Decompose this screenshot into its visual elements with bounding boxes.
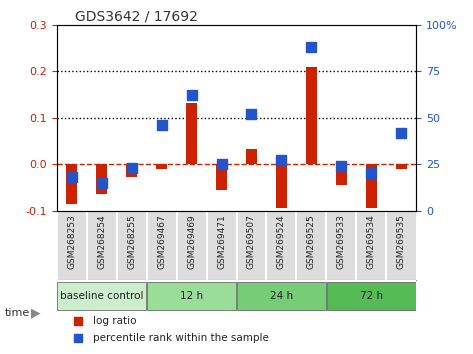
- FancyBboxPatch shape: [237, 282, 326, 310]
- Bar: [336, 164, 347, 185]
- Point: [75, 335, 82, 341]
- Point: [188, 92, 195, 98]
- FancyBboxPatch shape: [57, 282, 146, 310]
- Text: GSM269535: GSM269535: [397, 214, 406, 269]
- Text: GSM269507: GSM269507: [247, 214, 256, 269]
- Text: ▶: ▶: [31, 307, 40, 320]
- Text: GDS3642 / 17692: GDS3642 / 17692: [75, 10, 198, 24]
- Point: [338, 163, 345, 169]
- Text: GSM268254: GSM268254: [97, 214, 106, 269]
- Bar: [306, 68, 316, 164]
- Text: GSM268255: GSM268255: [127, 214, 136, 269]
- Point: [218, 161, 225, 167]
- Bar: [126, 164, 137, 177]
- Point: [397, 130, 405, 135]
- Point: [278, 158, 285, 163]
- FancyBboxPatch shape: [147, 282, 236, 310]
- Text: GSM268253: GSM268253: [67, 214, 76, 269]
- Bar: [186, 103, 197, 164]
- Bar: [396, 164, 406, 169]
- Point: [307, 44, 315, 50]
- Point: [128, 165, 135, 171]
- Text: GSM269524: GSM269524: [277, 214, 286, 269]
- Bar: [96, 164, 107, 194]
- FancyBboxPatch shape: [327, 282, 416, 310]
- Text: GSM269469: GSM269469: [187, 214, 196, 269]
- Point: [98, 180, 105, 185]
- Text: GSM269467: GSM269467: [157, 214, 166, 269]
- Point: [75, 318, 82, 324]
- Point: [158, 122, 166, 128]
- Text: percentile rank within the sample: percentile rank within the sample: [93, 333, 269, 343]
- Bar: [216, 164, 227, 190]
- Bar: [67, 164, 77, 204]
- Text: GSM269525: GSM269525: [307, 214, 316, 269]
- Text: 72 h: 72 h: [360, 291, 383, 301]
- Bar: [246, 149, 257, 164]
- Bar: [276, 164, 287, 208]
- Text: 12 h: 12 h: [180, 291, 203, 301]
- Text: 24 h: 24 h: [270, 291, 293, 301]
- Text: GSM269534: GSM269534: [367, 214, 376, 269]
- Point: [68, 174, 76, 180]
- Text: baseline control: baseline control: [60, 291, 143, 301]
- Bar: [157, 164, 167, 169]
- Bar: [366, 164, 377, 208]
- Text: log ratio: log ratio: [93, 316, 136, 326]
- Text: GSM269533: GSM269533: [337, 214, 346, 269]
- Point: [368, 171, 375, 176]
- Text: GSM269471: GSM269471: [217, 214, 226, 269]
- Text: time: time: [5, 308, 30, 318]
- Point: [248, 111, 255, 117]
